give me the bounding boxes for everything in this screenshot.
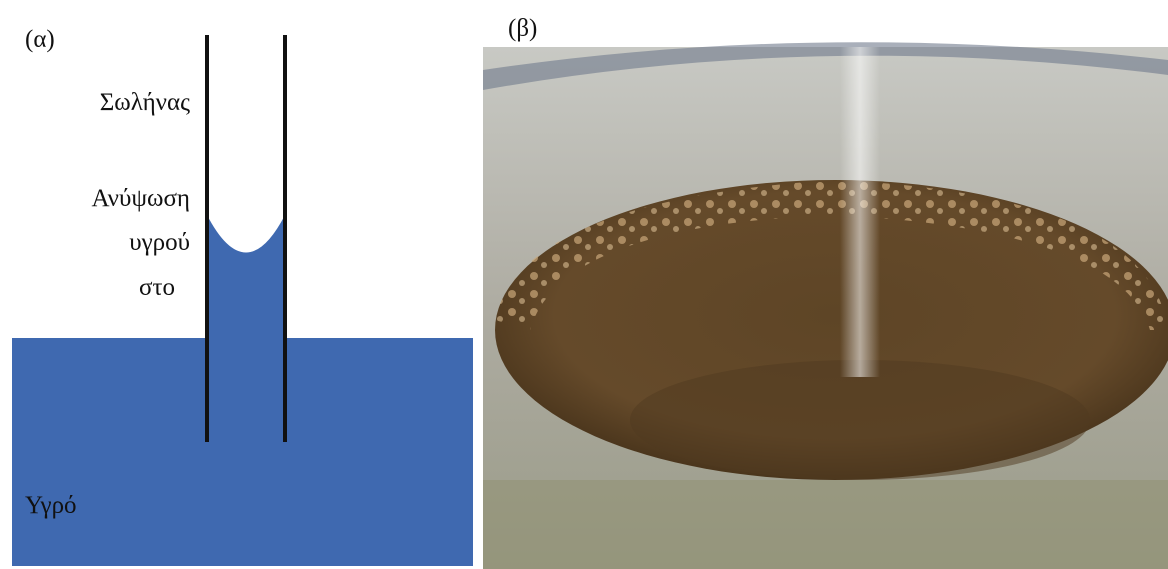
- panel-label: (α): [25, 26, 55, 53]
- panel-label: (β): [508, 15, 537, 42]
- figure: (α) Σωλήνας Ανύψωση υγρού στο Υγρό (β): [0, 0, 1168, 569]
- rise-label: υγρού: [129, 229, 190, 256]
- tube-label: Σωλήνας: [100, 89, 190, 116]
- panel-b: (β): [483, 15, 1168, 569]
- liquid-label: Υγρό: [25, 492, 77, 519]
- rise-label: στο: [139, 274, 175, 301]
- panel-a: (α) Σωλήνας Ανύψωση υγρού στο Υγρό: [12, 26, 473, 566]
- liquid: [12, 338, 473, 566]
- rise-label: Ανύψωση: [91, 185, 190, 212]
- water-stream: [840, 47, 880, 377]
- bowl-bottom: [483, 480, 1168, 569]
- shadow: [630, 360, 1090, 480]
